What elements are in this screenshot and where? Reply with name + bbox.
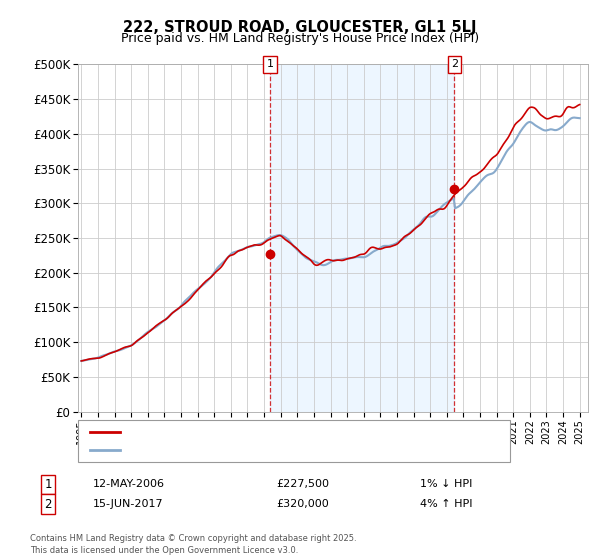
- Text: 4% ↑ HPI: 4% ↑ HPI: [420, 499, 473, 509]
- Text: 1: 1: [44, 478, 52, 491]
- Text: HPI: Average price, detached house, Gloucester: HPI: Average price, detached house, Glou…: [129, 445, 379, 455]
- Text: 2: 2: [451, 59, 458, 69]
- Text: £320,000: £320,000: [276, 499, 329, 509]
- Text: 1: 1: [267, 59, 274, 69]
- Text: Price paid vs. HM Land Registry's House Price Index (HPI): Price paid vs. HM Land Registry's House …: [121, 32, 479, 45]
- Text: Contains HM Land Registry data © Crown copyright and database right 2025.
This d: Contains HM Land Registry data © Crown c…: [30, 534, 356, 555]
- Bar: [270, 64, 454, 412]
- Text: 15-JUN-2017: 15-JUN-2017: [93, 499, 164, 509]
- Text: 12-MAY-2006: 12-MAY-2006: [93, 479, 165, 489]
- Text: 1% ↓ HPI: 1% ↓ HPI: [420, 479, 472, 489]
- Text: 222, STROUD ROAD, GLOUCESTER, GL1 5LJ: 222, STROUD ROAD, GLOUCESTER, GL1 5LJ: [123, 20, 477, 35]
- Text: £227,500: £227,500: [276, 479, 329, 489]
- Text: 222, STROUD ROAD, GLOUCESTER, GL1 5LJ (detached house): 222, STROUD ROAD, GLOUCESTER, GL1 5LJ (d…: [129, 427, 450, 437]
- Text: 2: 2: [44, 497, 52, 511]
